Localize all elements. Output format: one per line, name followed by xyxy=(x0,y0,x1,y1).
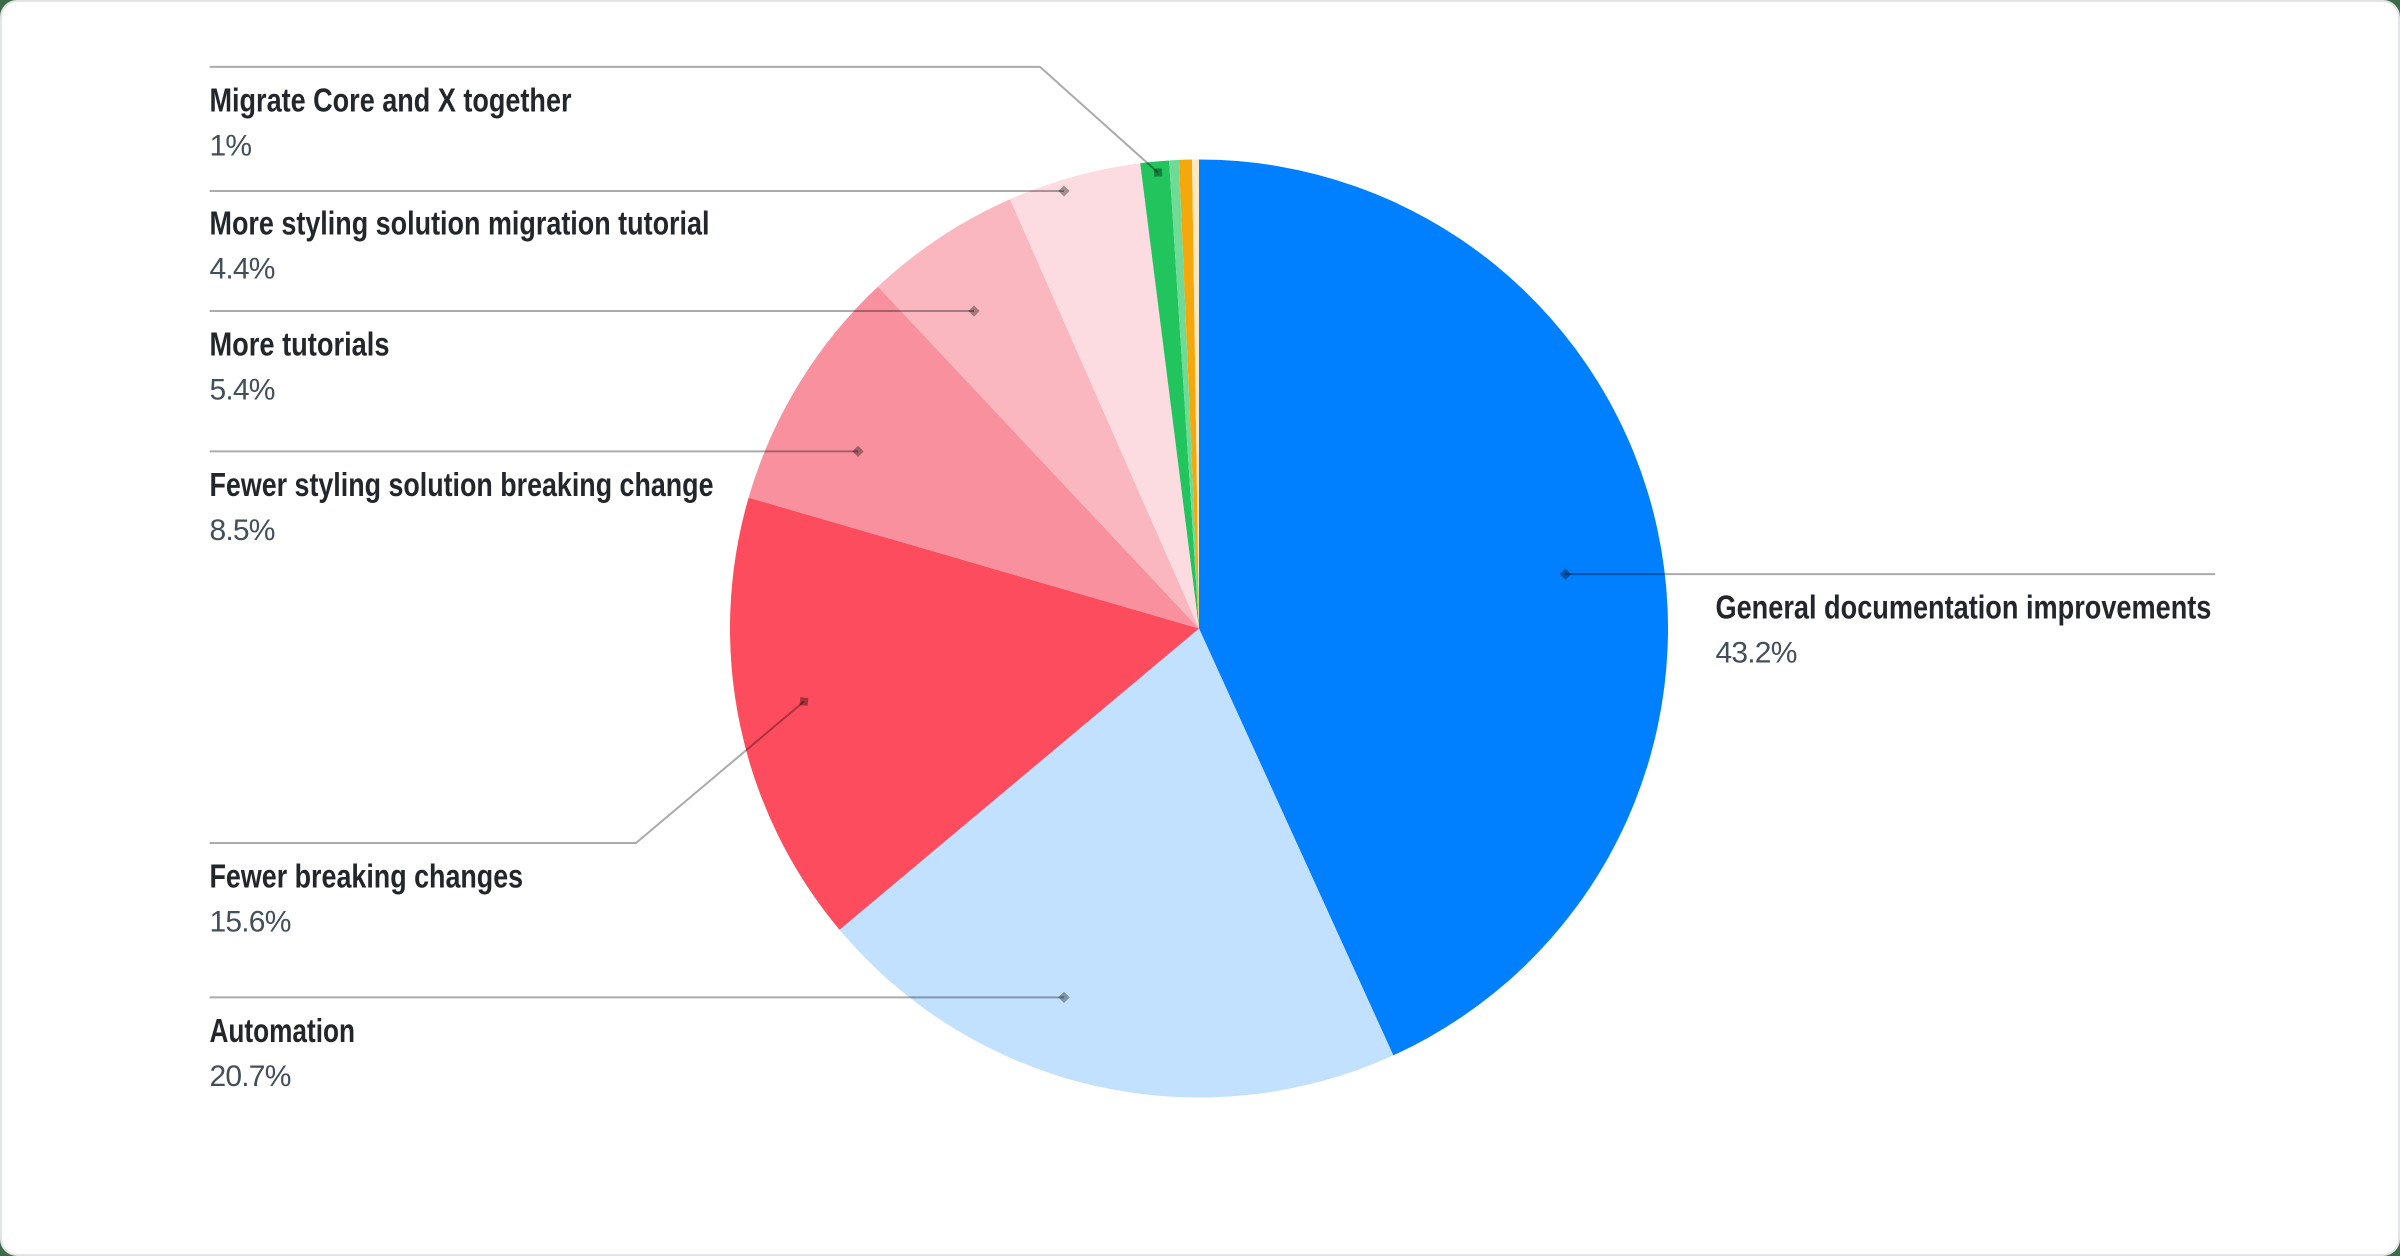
svg-text:More tutorials: More tutorials xyxy=(210,325,390,362)
svg-text:15.6%: 15.6% xyxy=(210,906,291,939)
svg-text:General documentation improvem: General documentation improvements xyxy=(1716,589,2212,626)
svg-text:More styling solution migratio: More styling solution migration tutorial xyxy=(210,204,710,241)
svg-text:43.2%: 43.2% xyxy=(1716,637,1797,670)
svg-text:4.4%: 4.4% xyxy=(210,253,275,286)
svg-text:Migrate Core and X together: Migrate Core and X together xyxy=(210,81,572,118)
svg-text:Automation: Automation xyxy=(210,1012,356,1049)
svg-text:8.5%: 8.5% xyxy=(210,514,275,547)
svg-text:1%: 1% xyxy=(210,130,252,163)
svg-text:Fewer styling solution breakin: Fewer styling solution breaking change xyxy=(210,466,714,503)
svg-text:Fewer breaking changes: Fewer breaking changes xyxy=(210,857,524,894)
svg-text:20.7%: 20.7% xyxy=(210,1060,291,1093)
svg-text:5.4%: 5.4% xyxy=(210,374,275,407)
